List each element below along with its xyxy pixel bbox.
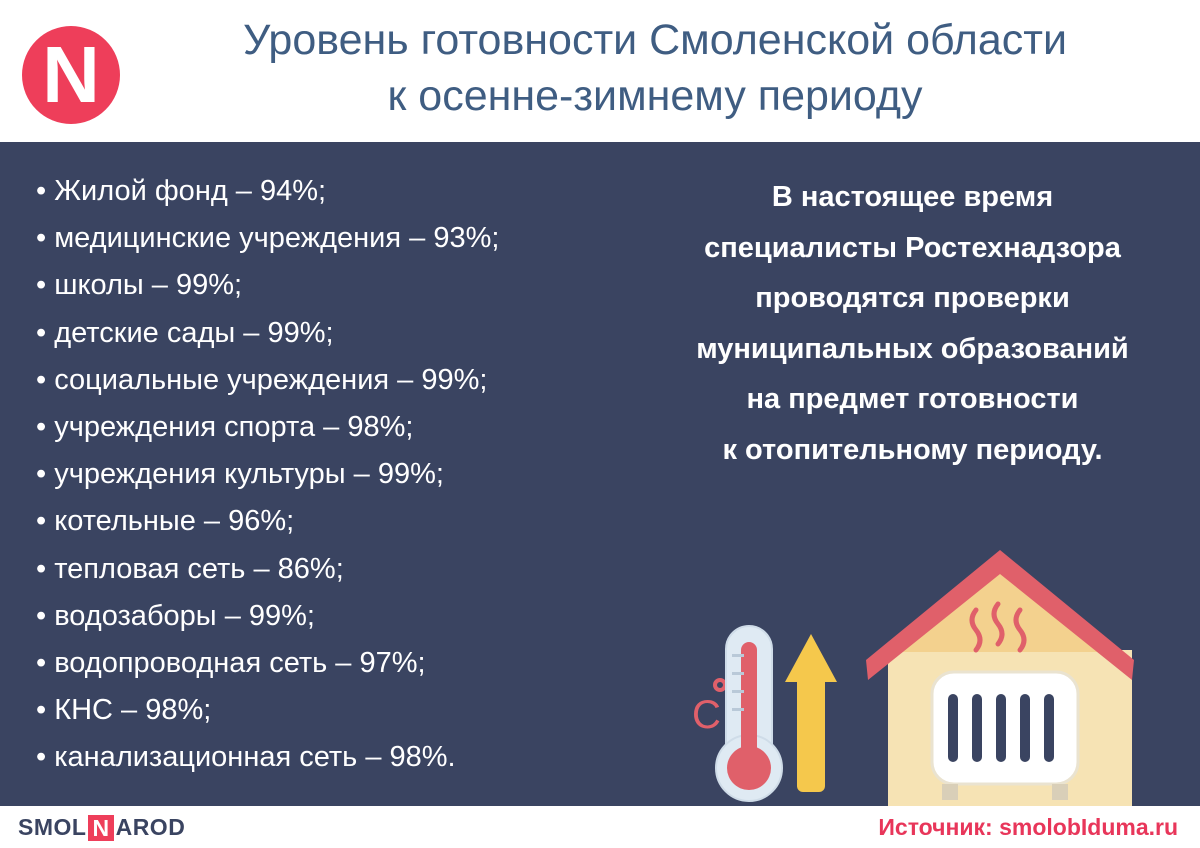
title-line-2: к осенне-зимнему периоду (387, 72, 923, 120)
note-line: на предмет готовности (746, 383, 1079, 415)
celsius-icon: C (692, 678, 727, 737)
readiness-list: Жилой фонд – 94%; медицинские учреждения… (36, 168, 499, 781)
list-item: КНС – 98%; (36, 687, 499, 734)
thermometer-icon (715, 625, 783, 802)
source-caption: Источник: smolobIduma.ru (878, 814, 1178, 840)
list-item: Жилой фонд – 94%; (36, 168, 499, 215)
list-item: учреждения спорта – 98%; (36, 404, 499, 451)
note-line: проводятся проверки (755, 282, 1070, 314)
n-logo: N (22, 26, 120, 124)
heating-illustration: C (692, 550, 1134, 806)
title-line-1: Уровень готовности Смоленской области (243, 16, 1067, 64)
footer: SMOL N AROD Источник: smolobIduma.ru (0, 806, 1200, 848)
page-title: Уровень готовности Смоленской области к … (150, 12, 1160, 124)
brand-n: N (88, 814, 114, 841)
header: N Уровень готовности Смоленской области … (0, 0, 1200, 142)
inspection-note: В настоящее время специалисты Ростехнадз… (640, 172, 1185, 475)
list-item: медицинские учреждения – 93%; (36, 215, 499, 262)
list-item: учреждения культуры – 99%; (36, 451, 499, 498)
note-line: муниципальных образований (696, 332, 1129, 365)
house-icon (866, 550, 1134, 806)
list-item: котельные – 96%; (36, 498, 499, 545)
note-line: к отопительному периоду. (722, 433, 1103, 466)
note-line: В настоящее время (771, 181, 1054, 213)
content-panel: Жилой фонд – 94%; медицинские учреждения… (0, 142, 1200, 806)
list-item: тепловая сеть – 86%; (36, 546, 499, 593)
logo-letter: N (42, 30, 100, 119)
celsius-letter: C (692, 693, 721, 737)
brand-right: AROD (115, 814, 186, 840)
list-item: канализационная сеть – 98%. (36, 734, 499, 781)
list-item: школы – 99%; (36, 262, 499, 309)
smolnarod-logo: SMOL N AROD (18, 814, 185, 841)
list-item: социальные учреждения – 99%; (36, 357, 499, 404)
arrow-up-icon (785, 634, 837, 792)
list-item: водопроводная сеть – 97%; (36, 640, 499, 687)
list-item: детские сады – 99%; (36, 310, 499, 357)
list-item: водозаборы – 99%; (36, 593, 499, 640)
note-line: специалисты Ростехнадзора (704, 231, 1121, 264)
brand-left: SMOL (18, 814, 87, 840)
